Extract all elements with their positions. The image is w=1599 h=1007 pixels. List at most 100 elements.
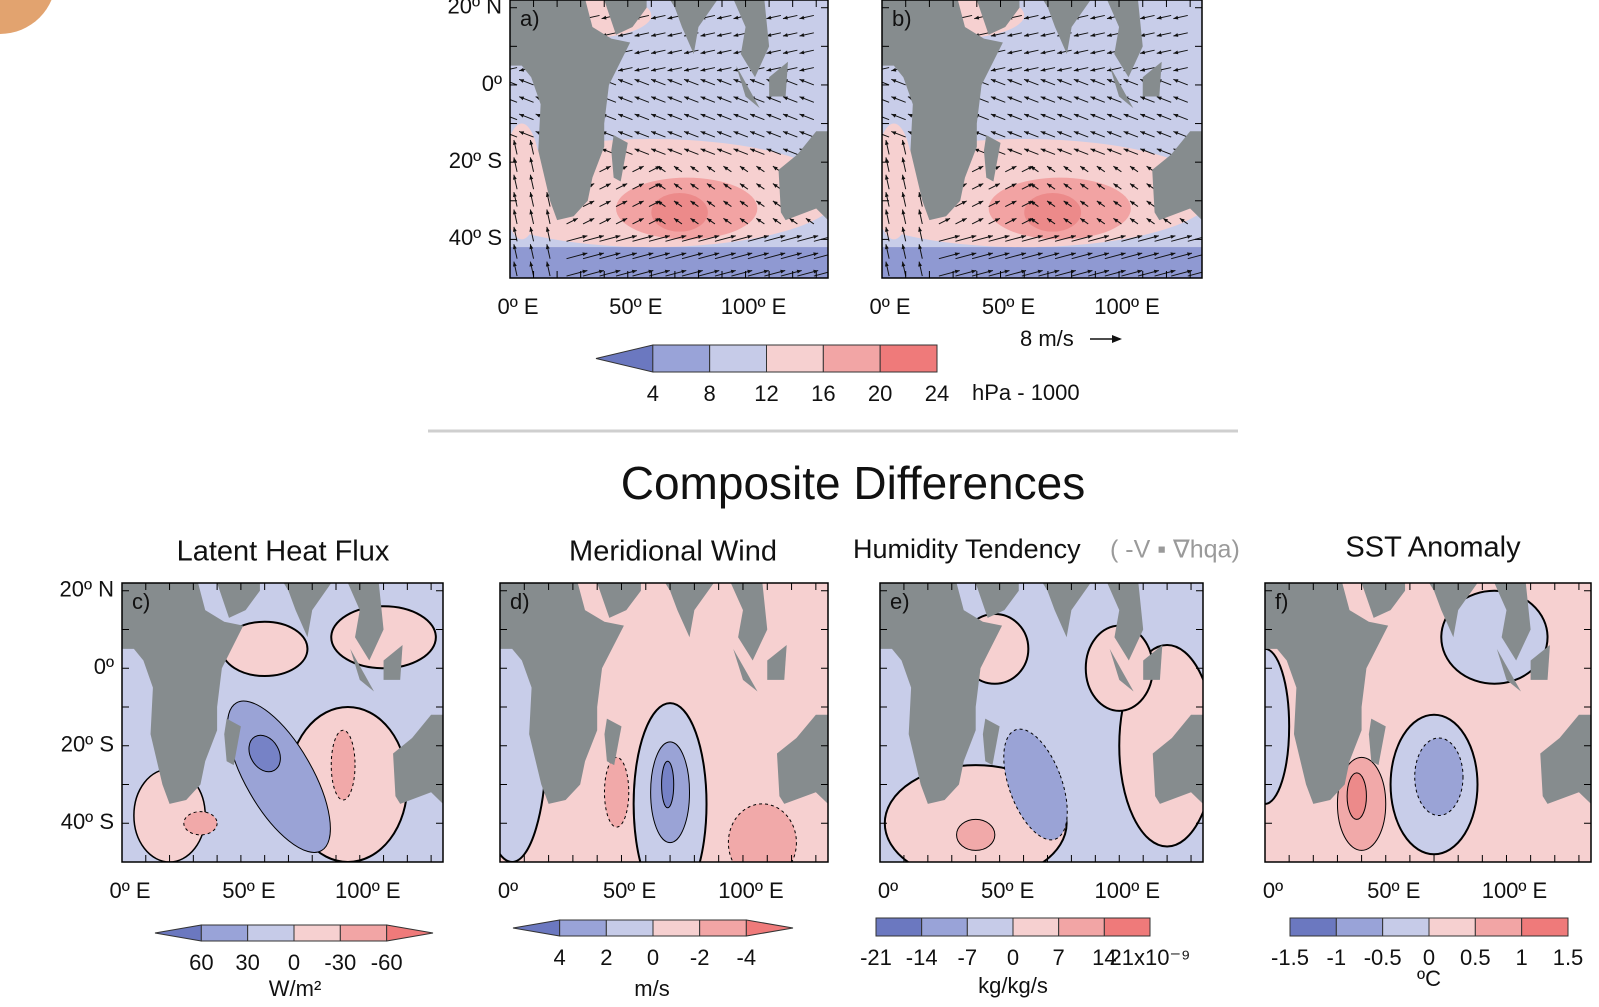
wind-vector-head xyxy=(1030,166,1036,171)
wind-vector-head xyxy=(1011,166,1017,171)
wind-vector-head xyxy=(1054,252,1060,257)
wind-vector-head xyxy=(885,174,889,180)
wind-vector-head xyxy=(1173,50,1179,55)
map-frame xyxy=(509,0,829,279)
wind-vector-head xyxy=(1080,183,1086,188)
wind-vector xyxy=(813,271,828,277)
wind-vector-head xyxy=(1057,113,1063,118)
wind-vector-head xyxy=(799,15,805,20)
wind-vector-head xyxy=(1024,148,1030,153)
wind-vector-head xyxy=(901,174,906,180)
wind-vector-head xyxy=(1107,50,1112,55)
wind-vector-head xyxy=(756,218,762,223)
wind-vector-head xyxy=(717,131,723,135)
wind-vector-head xyxy=(605,166,611,171)
wind-vector-head xyxy=(622,218,628,223)
wind-vector-head xyxy=(622,183,628,188)
lat-tick-label: 40º S xyxy=(449,225,502,250)
wind-vector-head xyxy=(885,157,889,163)
wind-vector-head xyxy=(634,50,640,55)
wind-vector-head xyxy=(519,131,525,135)
lon-tick-label: 0º xyxy=(498,878,518,903)
wind-vector-head xyxy=(615,252,621,257)
wind-vector-head xyxy=(1140,15,1146,20)
colorbar-unit: hPa - 1000 xyxy=(972,380,1080,405)
map-field-region xyxy=(183,811,218,836)
wind-vector-head xyxy=(681,269,687,274)
wind-vector-head xyxy=(667,79,673,83)
wind-vector-head xyxy=(772,218,778,223)
panel-title: Meridional Wind xyxy=(569,536,777,568)
wind-vector-head xyxy=(648,235,654,239)
wind-vector-head xyxy=(1073,67,1079,72)
wind-vector-head xyxy=(1007,67,1013,72)
wind-vector-head xyxy=(1123,79,1129,83)
colorbar-tick-label: 14 xyxy=(1092,945,1116,970)
wind-vector-head xyxy=(1187,269,1192,274)
wind-vector-head xyxy=(799,96,805,101)
wind-vector-head xyxy=(1156,113,1162,118)
wind-vector-head xyxy=(1063,183,1069,188)
wind-vector-head xyxy=(667,33,673,37)
wind-vector-head xyxy=(1146,218,1152,223)
wind-vector-head xyxy=(1040,67,1046,72)
wind-vector-head xyxy=(723,183,729,188)
wind-vector-head xyxy=(1113,200,1119,206)
wind-vector-head xyxy=(673,183,679,188)
wind-vector-head xyxy=(799,50,805,55)
wind-vector-head xyxy=(961,200,967,205)
wind-vector-head xyxy=(885,244,889,250)
wind-vector-head xyxy=(529,192,534,198)
colorbar-tick-label: 1 xyxy=(1516,945,1528,970)
wind-vector-head xyxy=(1070,235,1076,239)
wind-vector-head xyxy=(766,96,772,101)
wind-vector-head xyxy=(667,67,673,72)
wind-vector-head xyxy=(512,157,517,163)
wind-vector-head xyxy=(730,252,736,257)
land xyxy=(736,65,760,109)
wind-vector-head xyxy=(971,235,977,239)
colorbar-tick-label: 0 xyxy=(1007,945,1019,970)
wind-vector-head xyxy=(799,79,805,83)
wind-vector-head xyxy=(700,50,706,55)
wind-vector-head xyxy=(684,50,689,55)
colorbar-box xyxy=(1012,917,1060,937)
wind-vector-head xyxy=(1024,131,1030,135)
wind-vector-head xyxy=(1123,131,1129,135)
colorbar-box xyxy=(293,924,341,942)
wind-vector-head xyxy=(901,209,906,215)
colorbar-tick-label: -60 xyxy=(371,950,403,975)
land xyxy=(1530,645,1550,680)
wind-vector-head xyxy=(631,235,637,239)
wind-vector-head xyxy=(651,50,656,55)
colorbar-box xyxy=(559,919,607,937)
map-field-region xyxy=(727,803,797,862)
wind-vector-head xyxy=(1130,218,1135,223)
colorbar-extension xyxy=(386,924,434,942)
map-field-region xyxy=(603,756,630,828)
colorbar-box xyxy=(1428,917,1476,937)
wind-vector-head xyxy=(1096,200,1102,206)
wind-vector-head xyxy=(763,252,769,257)
land xyxy=(1109,648,1134,692)
wind-vector-head xyxy=(739,183,745,188)
wind-vector-head xyxy=(1204,252,1209,256)
wind-vector-head xyxy=(512,244,517,250)
colorbar-tick-label: 4 xyxy=(554,945,566,970)
wind-vector-head xyxy=(723,218,729,223)
wind-vector-head xyxy=(1070,252,1076,257)
wind-vector xyxy=(1187,254,1202,260)
land xyxy=(1496,648,1521,692)
colorbar-tick-label: 12 xyxy=(754,381,778,406)
wind-vector xyxy=(510,133,518,138)
wind-vector-head xyxy=(990,96,996,101)
map-field-region xyxy=(1265,647,1291,805)
land xyxy=(1494,583,1531,661)
wind-vector xyxy=(510,81,518,86)
wind-vector xyxy=(813,236,828,242)
wind-vector-head xyxy=(730,269,736,274)
wind-vector-head xyxy=(978,200,984,205)
colorbar-tick-label: 1.5 xyxy=(1553,945,1584,970)
wind-vector-head xyxy=(990,79,996,83)
wind-vector-head xyxy=(1187,235,1192,239)
